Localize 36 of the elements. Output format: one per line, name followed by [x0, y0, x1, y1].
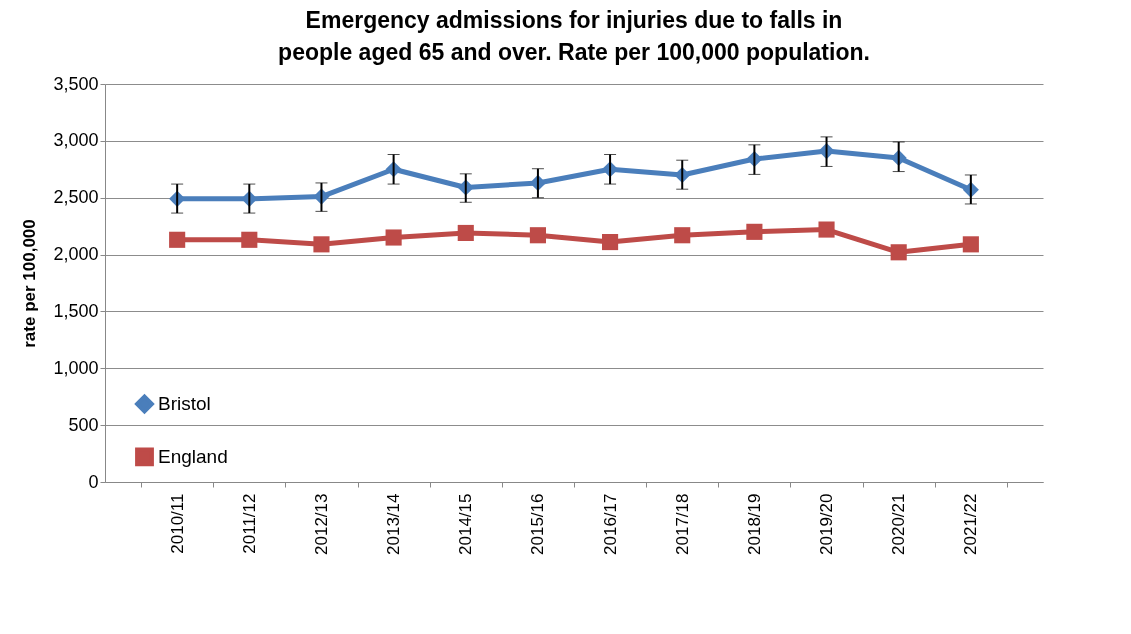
point — [674, 227, 691, 244]
x-tick-label: 2021/22 — [961, 493, 981, 555]
point — [746, 223, 763, 240]
point — [962, 236, 979, 253]
point — [890, 244, 907, 261]
x-tick-label: 2011/12 — [239, 493, 259, 554]
point — [529, 227, 546, 244]
y-tick-label: 3,000 — [53, 130, 99, 151]
y-tick-label: 2,000 — [53, 244, 99, 265]
point — [602, 234, 619, 251]
x-tick-label: 2020/21 — [889, 493, 909, 555]
x-tick-label: 2017/18 — [672, 493, 692, 555]
x-tick-label: 2013/14 — [384, 493, 404, 555]
x-tick-label: 2010/11 — [167, 493, 187, 554]
x-tick-label: 2014/15 — [456, 493, 476, 555]
point — [241, 231, 258, 248]
y-axis-title: rate per 100,000 — [20, 219, 40, 348]
x-tick-label: 2012/13 — [311, 493, 331, 555]
y-tick-label: 1,000 — [53, 357, 99, 378]
point — [457, 224, 474, 242]
x-tick-label: 2015/16 — [528, 493, 548, 555]
y-tick-label: 1,500 — [53, 300, 99, 321]
legend-label: England — [158, 445, 228, 467]
point — [385, 229, 402, 246]
chart-title: Emergency admissions for injuries due to falls in people aged 65 and over. Rate per 100,000 population. — [278, 7, 870, 65]
point — [818, 221, 835, 238]
y-tick-label: 2,500 — [53, 187, 99, 208]
x-tick-label: 2018/19 — [744, 493, 764, 555]
y-tick-label: 3,500 — [53, 73, 99, 94]
point — [169, 231, 186, 248]
legend-label: Bristol — [158, 392, 211, 414]
x-tick-label: 2019/20 — [817, 493, 837, 555]
x-tick-label: 2016/17 — [600, 493, 620, 555]
point — [313, 236, 330, 253]
y-tick-label: 500 — [68, 414, 99, 435]
y-tick-label: 0 — [88, 471, 99, 492]
